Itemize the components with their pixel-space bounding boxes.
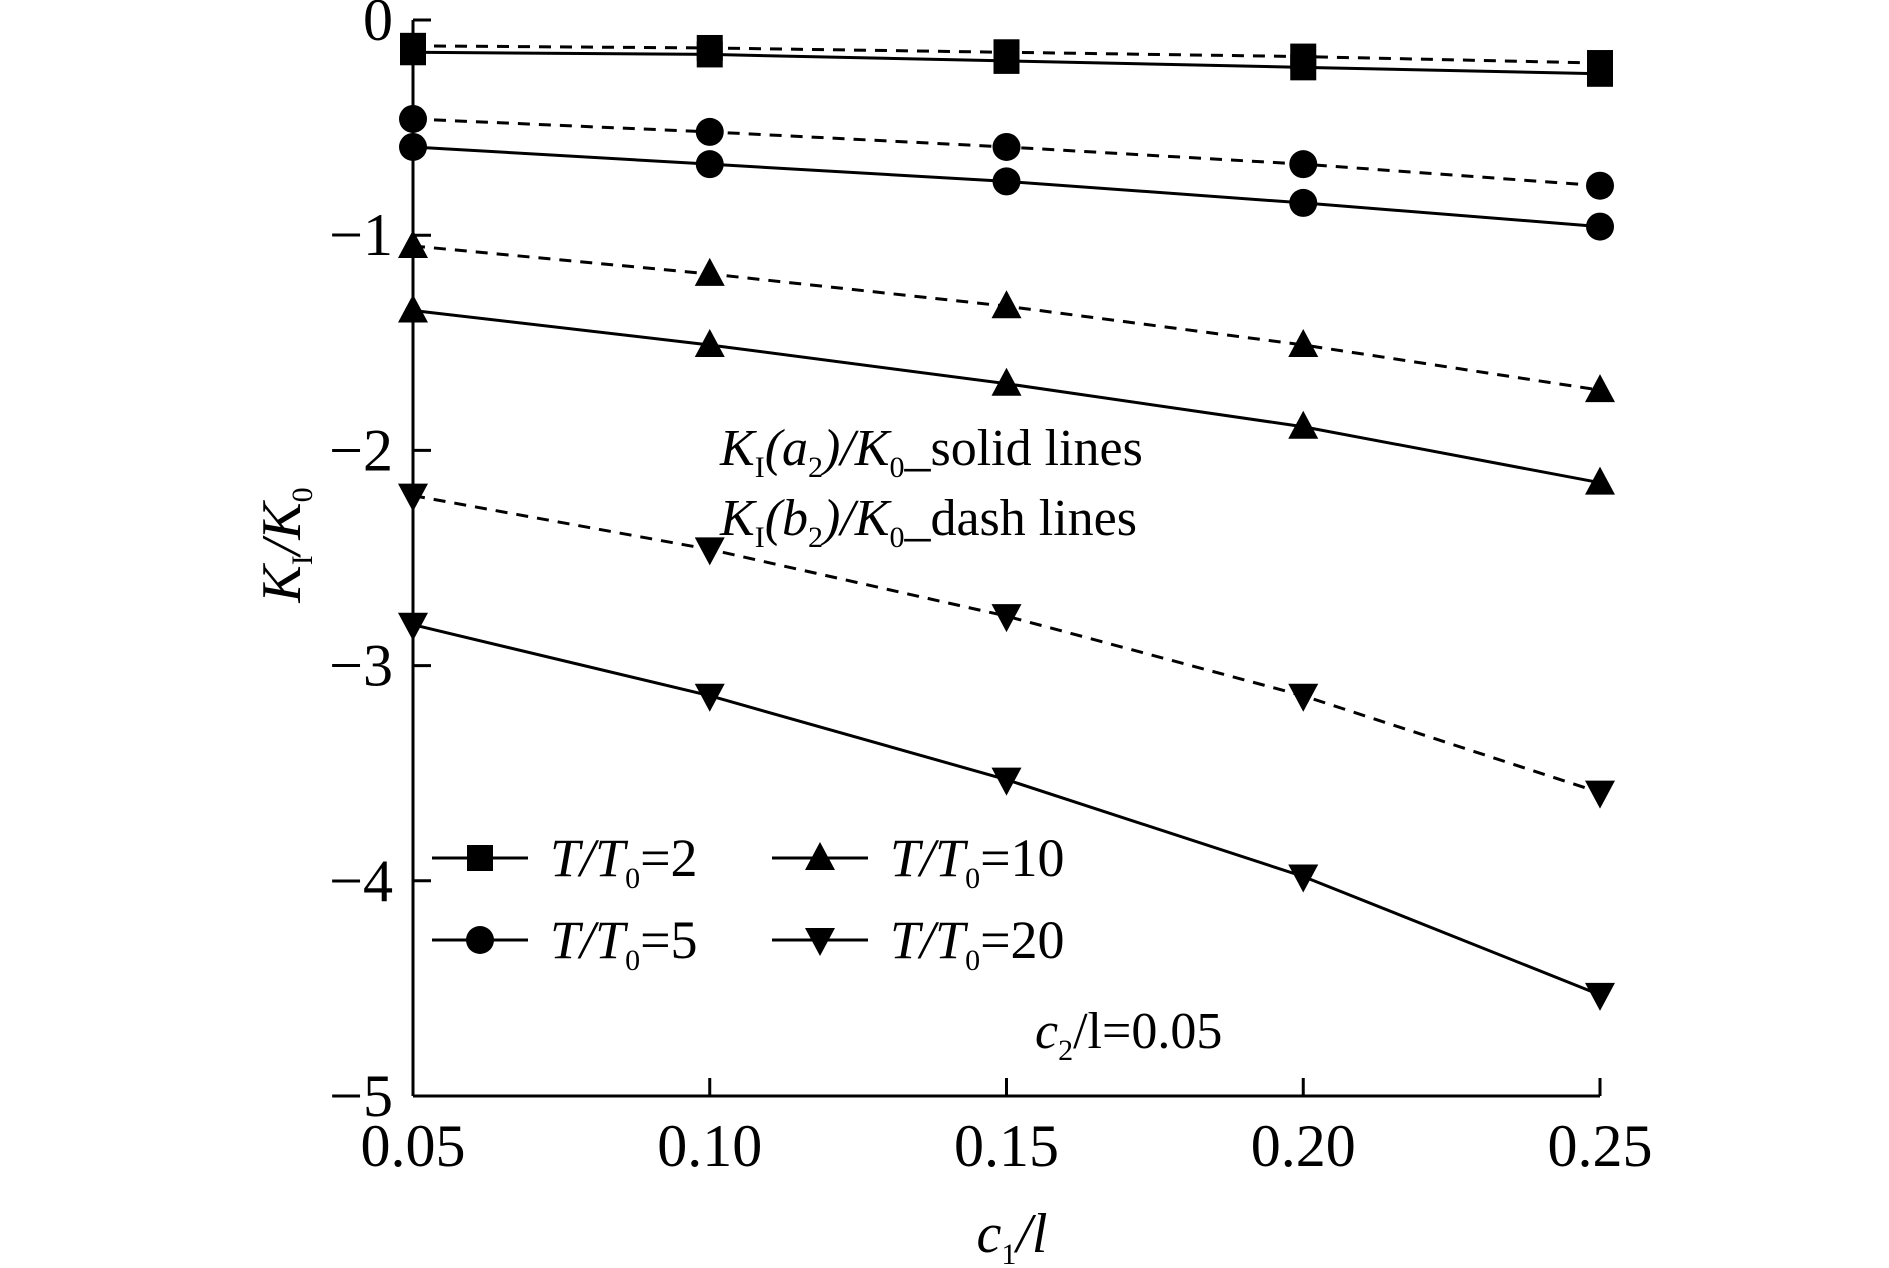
data-point xyxy=(398,612,428,641)
data-point xyxy=(1289,150,1318,179)
data-point xyxy=(991,290,1022,319)
data-point xyxy=(398,229,428,258)
legend-item: T/T0=2 xyxy=(432,828,698,895)
series-triangle-up-dashed xyxy=(398,229,1615,403)
y-tick-label: −1 xyxy=(329,202,393,268)
y-tick-label: −3 xyxy=(329,633,393,699)
data-point xyxy=(1288,328,1319,357)
data-point xyxy=(398,483,428,512)
data-point xyxy=(1288,683,1319,712)
legend: T/T0=2 T/T0=10 T/T0=5 T/T0=20 xyxy=(432,828,1065,977)
series-circle-solid xyxy=(399,132,1614,241)
data-point xyxy=(1585,780,1615,809)
series-square-dashed xyxy=(400,32,1613,77)
data-point xyxy=(695,150,724,179)
data-point xyxy=(1288,864,1319,893)
data-point xyxy=(1290,43,1317,70)
data-point xyxy=(694,328,725,357)
annotation-dash-lines: KI(b2)/K0_dash lines xyxy=(719,490,1137,554)
data-point xyxy=(1585,466,1615,495)
y-tick-label: 0 xyxy=(363,0,393,53)
data-point xyxy=(1289,188,1318,217)
x-tick-label: 0.25 xyxy=(1548,1113,1653,1179)
legend-marker xyxy=(467,845,493,871)
y-tick-label: −5 xyxy=(329,1063,393,1129)
legend-label: T/T0=10 xyxy=(890,828,1065,895)
annotation-parameter: c2/l=0.05 xyxy=(1035,1003,1222,1067)
x-tick-label: 0.15 xyxy=(954,1113,1059,1179)
y-tick-label: −4 xyxy=(329,848,393,914)
x-tick-label: 0.10 xyxy=(657,1113,762,1179)
x-axis-label: c1/l xyxy=(977,1203,1048,1268)
series-circle-dashed xyxy=(399,104,1614,200)
series-triangle-up-solid xyxy=(398,294,1615,495)
legend-label: T/T0=5 xyxy=(550,910,698,977)
data-point xyxy=(399,132,427,161)
data-point xyxy=(1585,982,1615,1011)
annotation-solid-lines: KI(a2)/K0_solid lines xyxy=(719,420,1143,484)
data-point xyxy=(695,117,724,146)
data-point xyxy=(1586,171,1614,200)
data-point xyxy=(992,132,1021,161)
legend-item: T/T0=5 xyxy=(432,910,698,977)
data-point xyxy=(1585,374,1615,403)
y-tick-label: −2 xyxy=(329,417,393,483)
y-axis-label: KI/K0 xyxy=(251,487,319,603)
legend-item: T/T0=20 xyxy=(772,910,1065,977)
data-point xyxy=(694,537,725,566)
data-point xyxy=(694,257,725,286)
data-point xyxy=(1288,410,1319,439)
data-point xyxy=(991,604,1022,633)
series-triangle-down-dashed xyxy=(398,483,1615,809)
legend-marker xyxy=(805,842,835,870)
x-tick-label: 0.20 xyxy=(1251,1113,1356,1179)
legend-marker xyxy=(466,926,494,954)
legend-label: T/T0=20 xyxy=(890,910,1065,977)
legend-label: T/T0=2 xyxy=(550,828,698,895)
data-point xyxy=(696,34,723,61)
series-line xyxy=(412,494,1601,794)
axes: 0 −1 −2 −3 −4 −50.05 0.10 0.15 0.20 0.25 xyxy=(329,0,1652,1179)
legend-marker xyxy=(805,928,835,956)
data-point xyxy=(694,683,725,712)
data-point xyxy=(991,767,1022,796)
data-point xyxy=(399,104,427,133)
data-point xyxy=(400,32,426,59)
series-triangle-down-solid xyxy=(398,612,1615,1011)
data-point xyxy=(992,167,1021,196)
x-tick-label: 0.05 xyxy=(361,1113,466,1179)
data-point xyxy=(1586,212,1614,241)
data-point xyxy=(1587,50,1613,77)
data-point xyxy=(993,39,1020,66)
data-point xyxy=(398,294,428,323)
legend-item: T/T0=10 xyxy=(772,828,1065,895)
data-point xyxy=(991,367,1022,396)
series-layer xyxy=(398,32,1615,1011)
